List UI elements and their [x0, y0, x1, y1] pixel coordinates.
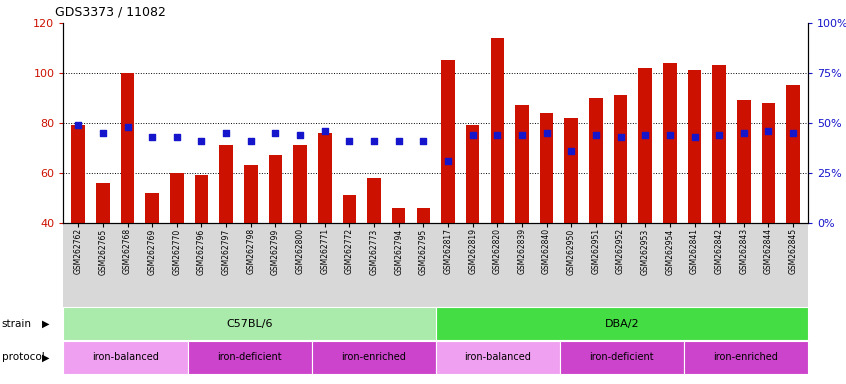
Point	[121, 124, 135, 130]
Point	[589, 132, 602, 138]
Bar	[663, 63, 677, 223]
Text: iron-balanced: iron-balanced	[92, 352, 159, 362]
Bar	[540, 113, 553, 223]
Point	[663, 132, 677, 138]
Bar	[343, 195, 356, 223]
Point	[416, 138, 430, 144]
Bar	[71, 125, 85, 223]
Bar	[688, 70, 701, 223]
Bar	[244, 165, 257, 223]
Bar	[466, 125, 480, 223]
Text: strain: strain	[2, 318, 31, 329]
Point	[367, 138, 381, 144]
Text: iron-deficient: iron-deficient	[590, 352, 654, 362]
Bar	[589, 98, 602, 223]
Bar	[392, 208, 405, 223]
Bar	[787, 85, 800, 223]
Bar	[761, 103, 775, 223]
Bar	[294, 145, 307, 223]
Point	[269, 130, 283, 136]
Bar	[515, 105, 529, 223]
Point	[491, 132, 504, 138]
Point	[195, 138, 208, 144]
Point	[146, 134, 159, 140]
Text: iron-balanced: iron-balanced	[464, 352, 531, 362]
Bar	[219, 145, 233, 223]
Bar	[639, 68, 652, 223]
Bar	[121, 73, 135, 223]
Text: ▶: ▶	[42, 318, 50, 329]
Text: iron-enriched: iron-enriched	[713, 352, 778, 362]
Bar	[269, 155, 283, 223]
Point	[614, 134, 628, 140]
Bar	[712, 65, 726, 223]
Point	[318, 128, 332, 134]
Text: GDS3373 / 11082: GDS3373 / 11082	[55, 6, 166, 19]
Point	[343, 138, 356, 144]
Point	[540, 130, 553, 136]
Text: iron-deficient: iron-deficient	[217, 352, 282, 362]
Point	[712, 132, 726, 138]
Bar	[737, 100, 750, 223]
Bar	[564, 118, 578, 223]
Point	[761, 128, 775, 134]
Point	[392, 138, 405, 144]
Bar	[442, 60, 455, 223]
Point	[737, 130, 750, 136]
Point	[515, 132, 529, 138]
Point	[639, 132, 652, 138]
Bar	[491, 38, 504, 223]
Point	[244, 138, 257, 144]
Point	[787, 130, 800, 136]
Bar	[614, 95, 628, 223]
Bar	[367, 178, 381, 223]
Point	[688, 134, 701, 140]
Text: C57BL/6: C57BL/6	[227, 318, 272, 329]
Point	[294, 132, 307, 138]
Point	[170, 134, 184, 140]
Text: iron-enriched: iron-enriched	[341, 352, 406, 362]
Bar	[416, 208, 430, 223]
Bar	[318, 133, 332, 223]
Text: protocol: protocol	[2, 352, 45, 362]
Bar	[146, 193, 159, 223]
Point	[96, 130, 110, 136]
Bar	[170, 173, 184, 223]
Bar	[96, 183, 110, 223]
Point	[442, 158, 455, 164]
Bar	[195, 175, 208, 223]
Text: ▶: ▶	[42, 352, 50, 362]
Text: DBA/2: DBA/2	[605, 318, 639, 329]
Point	[564, 148, 578, 154]
Point	[219, 130, 233, 136]
Point	[71, 122, 85, 128]
Point	[466, 132, 480, 138]
